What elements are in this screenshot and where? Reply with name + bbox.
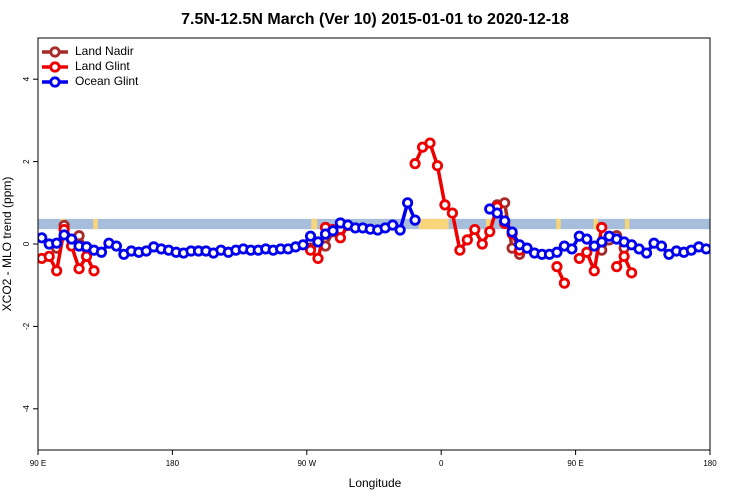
point xyxy=(312,236,324,248)
point xyxy=(506,226,518,238)
band-highlight xyxy=(556,218,561,230)
point xyxy=(439,199,451,211)
point xyxy=(573,252,585,265)
series-line xyxy=(41,141,634,284)
point xyxy=(43,250,55,262)
point xyxy=(618,250,630,262)
x-tick-label: 90 E xyxy=(30,459,46,468)
point xyxy=(446,207,458,219)
point xyxy=(596,236,608,248)
point xyxy=(304,244,317,256)
y-tick-label: 2 xyxy=(22,159,31,164)
point xyxy=(640,247,653,259)
point xyxy=(558,277,571,289)
plot-frame xyxy=(37,37,711,451)
point xyxy=(327,225,339,237)
y-tick-label: 0 xyxy=(22,241,31,246)
point xyxy=(51,237,63,249)
y-axis-label: XCO2 - MLO trend (ppm) xyxy=(0,177,14,312)
band-highlight xyxy=(624,218,630,230)
x-tick-label: 0 xyxy=(439,459,444,468)
legend-marker xyxy=(49,61,61,73)
y-tick-label: -2 xyxy=(22,322,31,330)
point xyxy=(334,232,346,244)
series xyxy=(38,137,638,289)
point xyxy=(401,197,414,209)
point xyxy=(424,137,436,149)
band-highlight xyxy=(93,218,98,230)
point xyxy=(409,214,421,226)
point xyxy=(387,219,399,231)
point xyxy=(88,265,100,277)
point xyxy=(551,261,563,273)
legend-label: Land Glint xyxy=(75,59,130,73)
legend-label: Ocean Glint xyxy=(75,74,139,88)
y-tick-label: -4 xyxy=(22,405,31,413)
band-highlight xyxy=(418,218,449,230)
point xyxy=(499,215,511,227)
x-tick-label: 90 W xyxy=(297,459,316,468)
point xyxy=(38,232,48,244)
point xyxy=(66,233,78,245)
point xyxy=(394,224,406,236)
point xyxy=(625,267,638,279)
point xyxy=(304,230,317,242)
point xyxy=(566,243,578,255)
series xyxy=(38,197,710,260)
band-highlight xyxy=(593,218,598,230)
point xyxy=(297,239,309,251)
point xyxy=(476,238,488,250)
point xyxy=(700,243,710,255)
point xyxy=(596,221,608,234)
legend-marker xyxy=(49,76,61,88)
point xyxy=(469,223,481,236)
chart-title: 7.5N-12.5N March (Ver 10) 2015-01-01 to … xyxy=(181,11,569,28)
point xyxy=(95,246,108,258)
point xyxy=(51,265,63,277)
x-axis-label: Longitude xyxy=(349,476,402,490)
point xyxy=(461,234,473,246)
point xyxy=(73,263,85,275)
x-tick-label: 180 xyxy=(703,459,717,468)
point xyxy=(655,240,668,252)
point xyxy=(110,240,123,252)
y-tick-label: 4 xyxy=(22,76,31,81)
point xyxy=(484,226,496,238)
band xyxy=(38,218,710,230)
point xyxy=(581,246,593,258)
legend-label: Land Nadir xyxy=(75,44,134,58)
point xyxy=(551,246,563,258)
point xyxy=(312,252,324,265)
point xyxy=(431,160,444,172)
point xyxy=(454,244,466,256)
point xyxy=(491,207,503,219)
x-tick-label: 180 xyxy=(166,459,180,468)
band-highlight xyxy=(311,218,318,230)
legend-marker xyxy=(49,46,61,58)
point xyxy=(521,242,533,254)
point xyxy=(611,261,623,273)
point xyxy=(581,233,593,245)
point xyxy=(588,265,600,277)
point xyxy=(409,158,421,170)
band-highlight xyxy=(486,218,491,230)
x-tick-label: 90 E xyxy=(567,459,583,468)
